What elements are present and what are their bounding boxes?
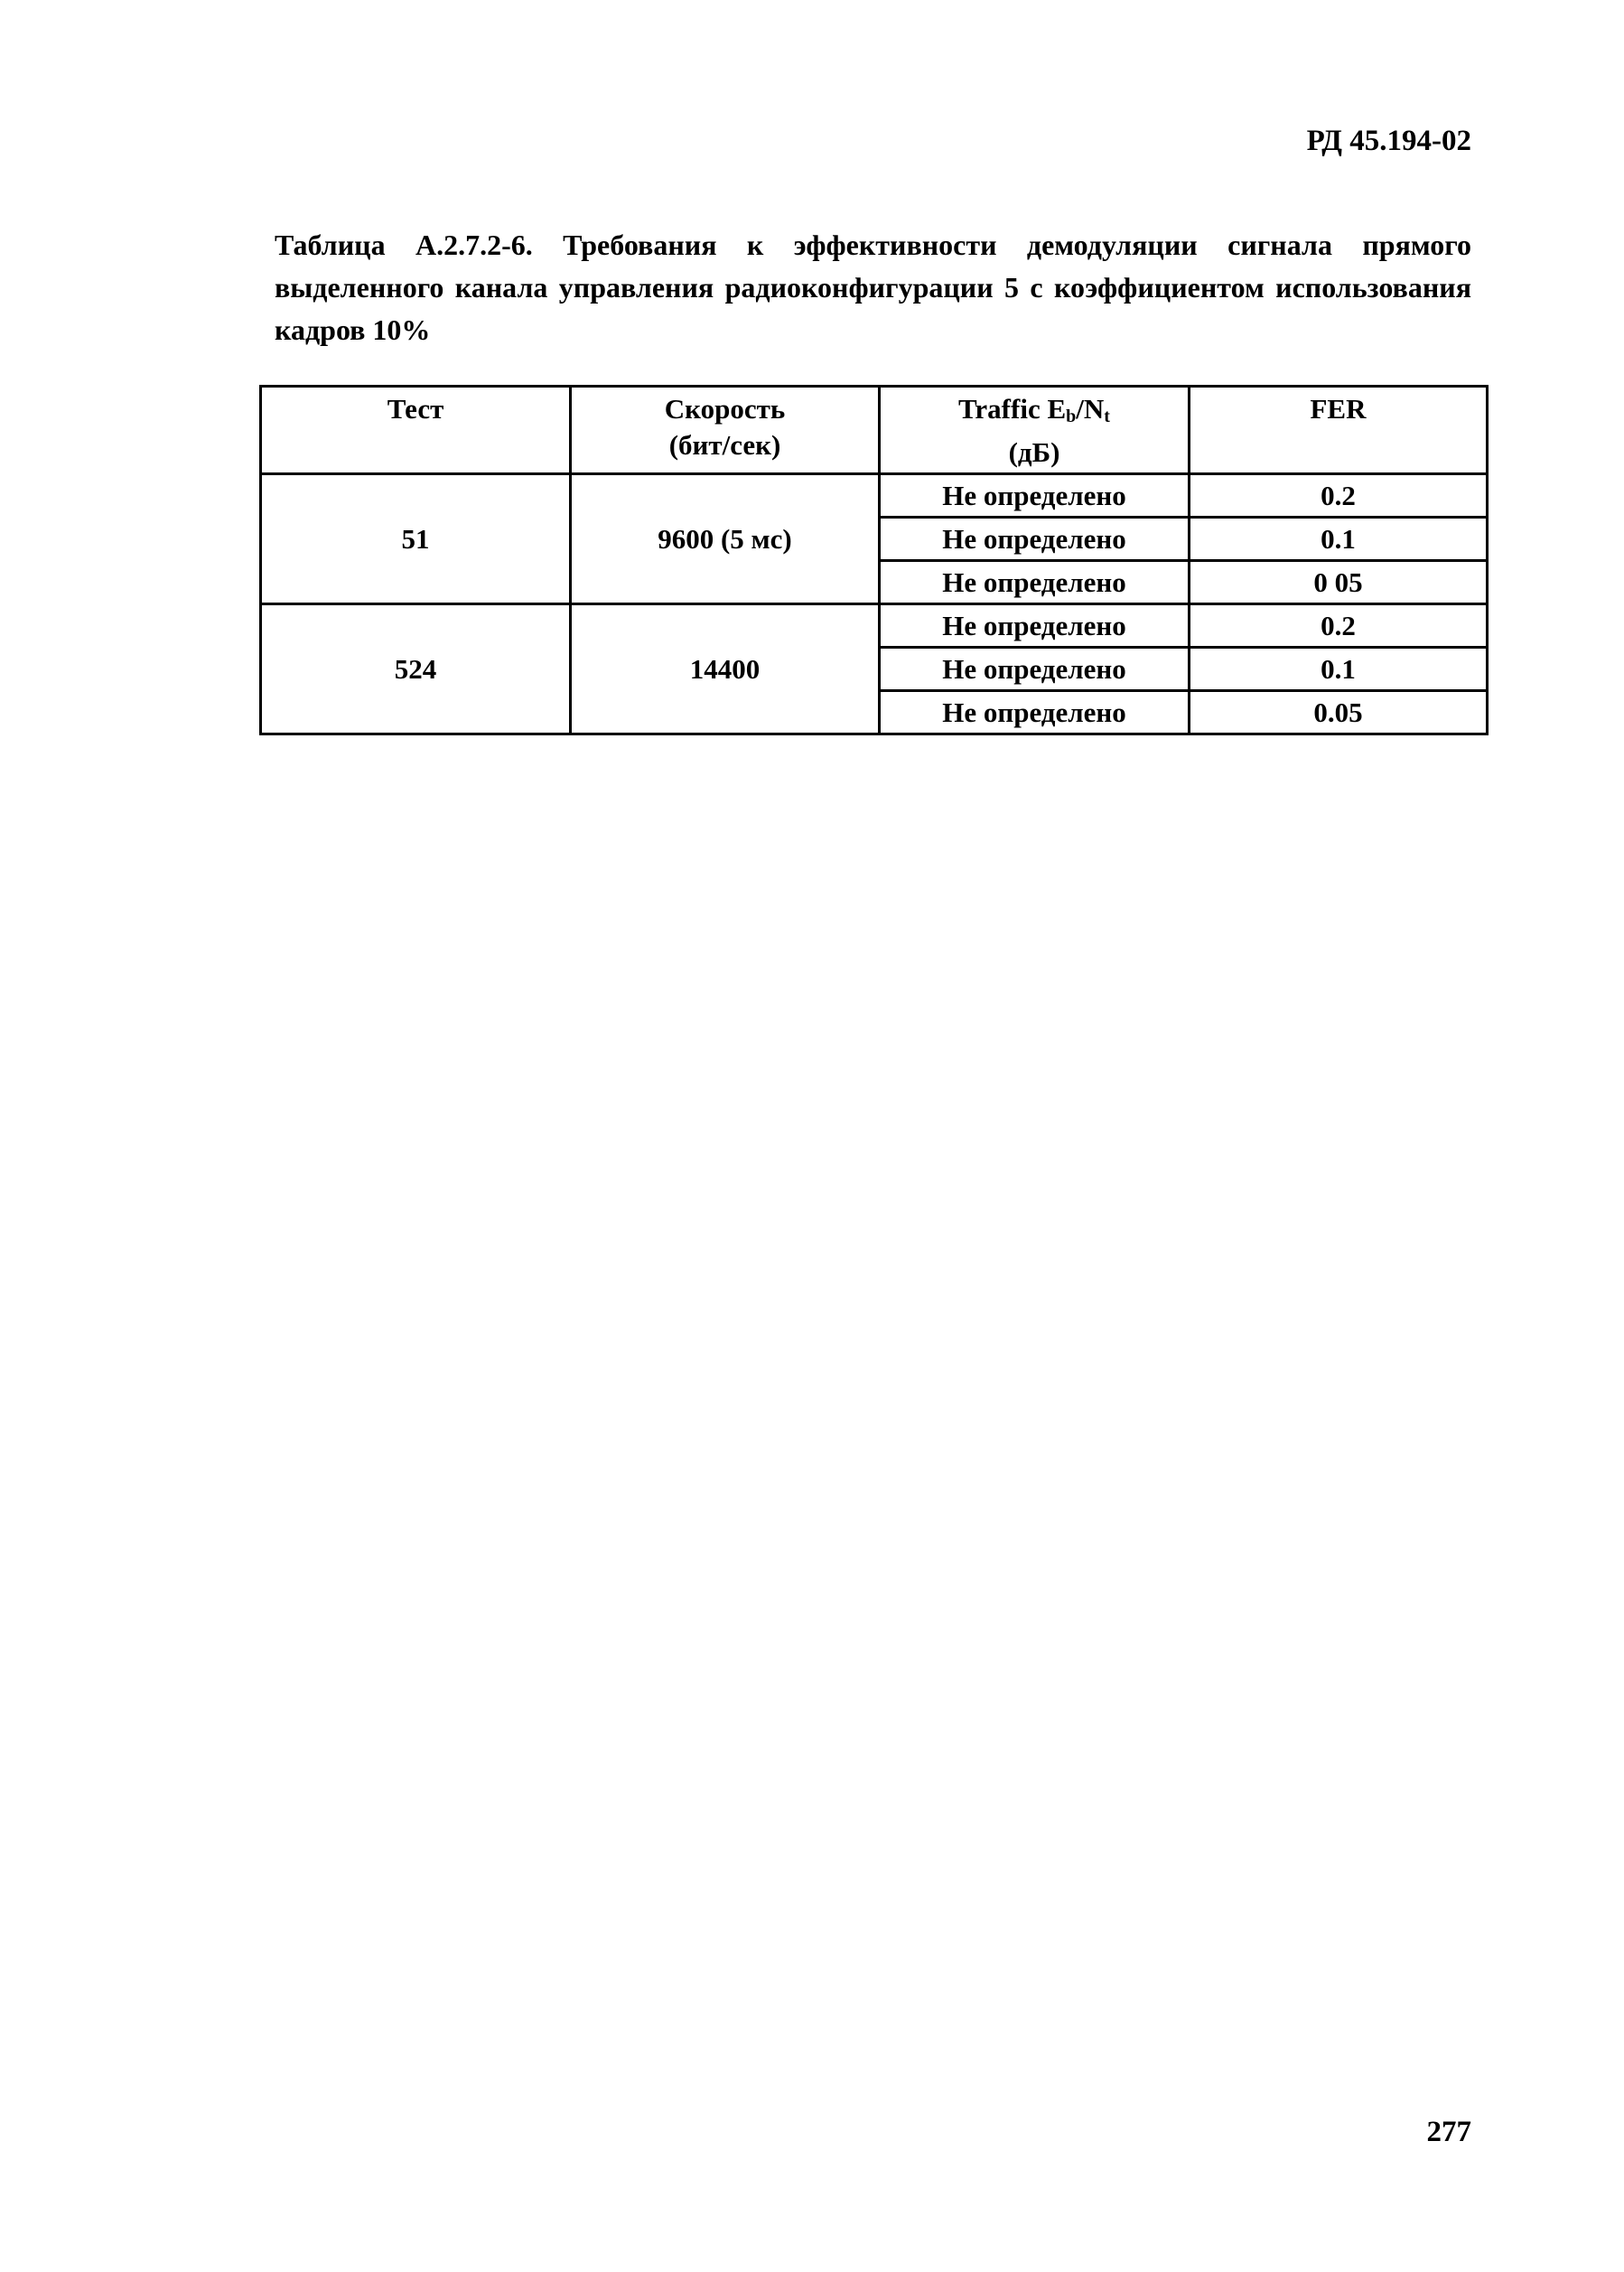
- table-row: Не определено 0 05: [261, 559, 1489, 605]
- header-speed-line1: Скорость: [664, 393, 786, 425]
- cell-speed: 14400: [569, 603, 881, 735]
- cell-fer: 0.1: [1188, 646, 1489, 692]
- header-speed: Скорость (бит/сек): [569, 385, 881, 475]
- header-traffic-sub-b: b: [1066, 407, 1077, 426]
- document-code: РД 45.194-02: [1306, 125, 1471, 157]
- cell-ebnt: Не определено: [878, 516, 1190, 562]
- header-traffic-text2: /N: [1076, 393, 1105, 425]
- cell-ebnt: Не определено: [878, 689, 1190, 735]
- header-test: Тест: [259, 385, 572, 475]
- cell-ebnt: Не определено: [878, 559, 1190, 605]
- header-traffic-text: Traffic E: [958, 393, 1067, 425]
- page-number: 277: [1426, 2116, 1472, 2148]
- header-traffic-sub-t: t: [1104, 407, 1110, 426]
- header-fer: FER: [1188, 385, 1489, 475]
- cell-test: 524: [259, 603, 572, 735]
- cell-ebnt: Не определено: [878, 603, 1190, 649]
- table-row: Не определено 0.1: [261, 646, 1489, 692]
- table-header-row: Тест Скорость (бит/сек) Traffic Eb/Nt (дБ)…: [259, 385, 1489, 475]
- header-traffic-unit: (дБ): [1008, 436, 1060, 468]
- table-row: Не определено 0.1: [261, 516, 1489, 562]
- header-speed-line2: (бит/сек): [668, 429, 781, 461]
- requirements-table: Тест Скорость (бит/сек) Traffic Eb/Nt (дБ)…: [259, 385, 1489, 735]
- header-traffic: Traffic Eb/Nt (дБ): [878, 385, 1190, 475]
- cell-speed: 9600 (5 мс): [569, 472, 881, 605]
- cell-fer: 0.05: [1188, 689, 1489, 735]
- table-row: Не определено 0.05: [261, 689, 1489, 735]
- cell-fer: 0.2: [1188, 472, 1489, 519]
- cell-fer: 0 05: [1188, 559, 1489, 605]
- cell-ebnt: Не определено: [878, 646, 1190, 692]
- table-caption: Таблица А.2.7.2-6. Требования к эффектив…: [275, 229, 1471, 346]
- table-row: 524 14400 Не определено 0.2: [259, 603, 1489, 735]
- cell-fer: 0.2: [1188, 603, 1489, 649]
- cell-fer: 0.1: [1188, 516, 1489, 562]
- table-row: 51 9600 (5 мс) Не определено 0.2: [259, 472, 1489, 605]
- cell-ebnt: Не определено: [878, 472, 1190, 519]
- cell-test: 51: [259, 472, 572, 605]
